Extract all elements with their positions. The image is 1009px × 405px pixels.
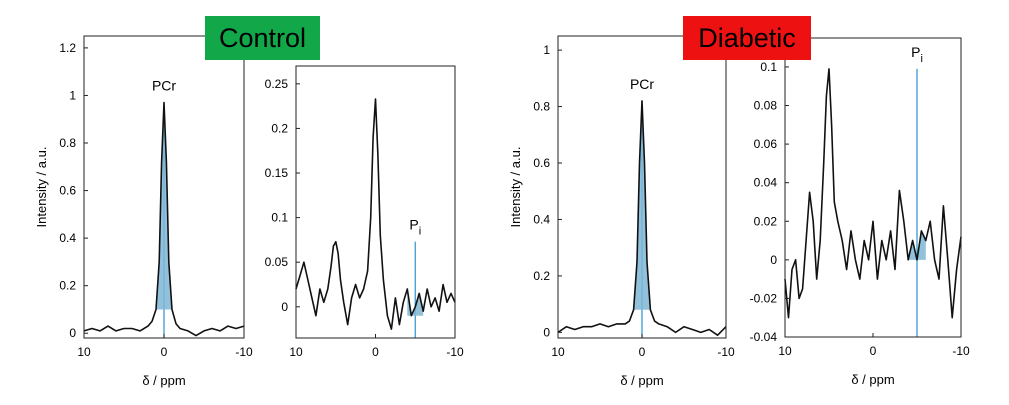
panel-3-xlabel: δ / ppm: [620, 373, 663, 388]
panel-1-spectrum-line: [83, 101, 245, 337]
panel-4-xtick-label: -10: [952, 344, 970, 358]
panel-4-ytick-label: 0.1: [760, 60, 777, 74]
panel-2-xtick-label: 0: [372, 345, 379, 359]
panel-1-xlabel: δ / ppm: [142, 373, 185, 388]
panel-2-xtick-label: -10: [446, 345, 464, 359]
panel-3-spectrum-line: [557, 100, 727, 336]
panel-2-peak-label: Pi: [409, 217, 421, 238]
panel-4-ytick-label: 0: [770, 253, 777, 267]
panel-4-ytick-label: -0.04: [750, 330, 778, 344]
panel-3-ytick-label: 0.4: [533, 212, 550, 226]
panel-1-xtick-label: 0: [161, 345, 168, 359]
panel-4-ytick-label: -0.02: [750, 291, 778, 305]
panel-1-ytick-label: 0.4: [59, 231, 76, 245]
panel-1-ytick-label: 0.2: [59, 279, 76, 293]
diabetic-group-label: Diabetic: [683, 16, 811, 60]
panel-3-ytick-label: 0.6: [533, 156, 550, 170]
panel-4-xtick-label: 0: [870, 344, 877, 358]
panel-2-peak-label-subscript: i: [419, 226, 421, 238]
panel-1-peak-label: PCr: [152, 78, 176, 94]
panel-4-spectrum-line: [784, 68, 962, 319]
panel-2-ytick-label: 0.2: [271, 121, 288, 135]
panel-4-axes-box: [784, 37, 962, 338]
panel-3-xtick-label: 10: [551, 345, 565, 359]
panel-4-xtick-label: 10: [778, 344, 792, 358]
panel-4-ytick-label: 0.04: [754, 176, 778, 190]
panel-2-ytick-label: 0.05: [265, 255, 289, 269]
panel-1-xtick-label: -10: [235, 345, 253, 359]
panel-4-ytick-label: 0.08: [754, 99, 778, 113]
panel-3-ytick-label: 1: [543, 43, 550, 57]
panel-1-ylabel: Intensity / a.u.: [34, 147, 49, 228]
control-group-label: Control: [205, 16, 320, 60]
panel-2-ytick-label: 0.25: [265, 77, 289, 91]
panel-1-ytick-label: 0.8: [59, 136, 76, 150]
panel-3-ytick-label: 0.2: [533, 269, 550, 283]
panel-4-peak-label-subscript: i: [920, 53, 922, 65]
panel-1-ytick-label: 0: [69, 326, 76, 340]
panel-4-peak-label: Pi: [911, 44, 923, 65]
panel-3-ytick-label: 0.8: [533, 100, 550, 114]
panel-1-ytick-label: 1.2: [59, 41, 76, 55]
panel-1-xtick-label: 10: [77, 345, 91, 359]
panel-2-ytick-label: 0: [281, 300, 288, 314]
panel-3-peak-label: PCr: [630, 76, 654, 92]
panel-2-xtick-label: 10: [289, 345, 303, 359]
panel-2-ytick-label: 0.15: [265, 166, 289, 180]
panel-3-ytick-label: 0: [543, 325, 550, 339]
panel-4-ytick-label: 0.02: [754, 214, 778, 228]
panel-3-xtick-label: 0: [639, 345, 646, 359]
panel-4-ytick-label: 0.06: [754, 137, 778, 151]
panel-1-ytick-label: 0.6: [59, 184, 76, 198]
panel-3-ylabel: Intensity / a.u.: [508, 147, 523, 228]
panel-1-ytick-label: 1: [69, 88, 76, 102]
panel-4-xlabel: δ / ppm: [851, 372, 894, 387]
panel-4-peak-fill: [908, 230, 926, 260]
panel-2-ytick-label: 0.1: [271, 211, 288, 225]
panel-3-xtick-label: -10: [717, 345, 735, 359]
panel-2-spectrum-line: [295, 98, 456, 330]
